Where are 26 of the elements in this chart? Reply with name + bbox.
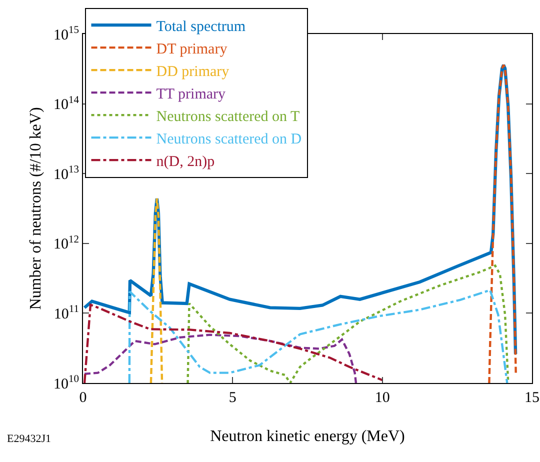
x-tick-label: 15 [524,390,540,406]
line-series [83,334,358,383]
line-series [150,197,164,383]
legend-label: Neutrons scattered on D [156,131,302,148]
x-axis-title: Neutron kinetic energy (MeV) [210,428,405,445]
y-tick-label: 10$^{14}$ [54,94,80,114]
line-series [83,304,384,383]
x-tick-label: 10 [374,390,390,406]
legend-label: DD primary [156,64,230,80]
y-tick-label: 10$^{13}$ [54,164,79,183]
y-axis-title: Number of neutrons (#/10 keV) [27,107,44,310]
line-series [488,64,517,383]
legend-label: Neutrons scattered on T [156,108,300,125]
legend-label: DT primary [156,41,228,58]
y-tick-label: 10$^{15}$ [54,24,79,44]
legend-label: Total spectrum [156,18,246,35]
text: E29432J1 [7,433,51,445]
x-tick-label: 5 [228,390,236,406]
line-series [186,264,510,383]
legend-label: n(D, 2n)p [156,154,215,170]
x-tick-label: 0 [79,390,87,406]
line-series [128,289,508,383]
y-tick-label: 10$^{11}$ [54,304,79,322]
y-tick-label: 10$^{10}$ [54,374,79,392]
y-tick-label: 10$^{12}$ [54,234,79,253]
legend-label: TT primary [156,86,226,102]
